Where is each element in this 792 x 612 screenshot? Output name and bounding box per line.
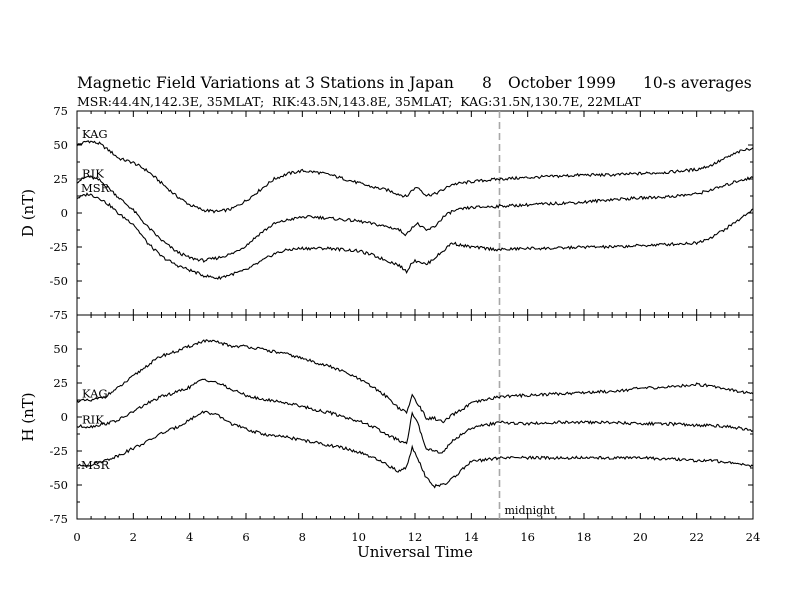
x-tick-label: 16 <box>520 530 535 544</box>
panel-frame-0 <box>76 110 754 316</box>
y-tick-label: 50 <box>53 138 68 152</box>
x-tick-label: 24 <box>746 530 761 544</box>
x-tick-label: 12 <box>408 530 423 544</box>
y-axis-label: H (nT) <box>19 392 37 441</box>
x-tick-label: 6 <box>242 530 249 544</box>
y-tick-label: 25 <box>53 376 68 390</box>
x-tick-label: 22 <box>689 530 704 544</box>
panel-frame-1 <box>76 314 754 520</box>
y-tick-label: -75 <box>49 308 68 322</box>
y-tick-label: -25 <box>49 240 68 254</box>
x-tick-label: 4 <box>186 530 193 544</box>
x-tick-label: 2 <box>130 530 137 544</box>
y-tick-label: 0 <box>61 410 68 424</box>
x-tick-label: 0 <box>73 530 80 544</box>
y-tick-label: 0 <box>61 206 68 220</box>
station-label-rik: RIK <box>82 167 104 181</box>
station-label-kag: KAG <box>82 387 108 401</box>
x-tick-label: 14 <box>464 530 479 544</box>
y-tick-label: -50 <box>49 478 68 492</box>
station-label-rik: RIK <box>82 413 104 427</box>
y-tick-label: -50 <box>49 274 68 288</box>
x-tick-label: 8 <box>299 530 306 544</box>
chart-title: Magnetic Field Variations at 3 Stations … <box>77 74 454 92</box>
chart-subtitle: MSR:44.4N,142.3E, 35MLAT; RIK:43.5N,143.… <box>77 94 641 109</box>
x-tick-label: 18 <box>577 530 592 544</box>
midnight-label: midnight <box>505 504 556 517</box>
chart-title-day: 8 <box>482 74 492 92</box>
chart-title-averaging: 10-s averages <box>643 74 752 92</box>
station-label-msr: MSR <box>81 458 110 472</box>
x-tick-label: 20 <box>633 530 648 544</box>
y-tick-label: 25 <box>53 172 68 186</box>
y-tick-label: 50 <box>53 342 68 356</box>
series-line-msr <box>76 410 754 489</box>
x-axis-label: Universal Time <box>357 543 473 561</box>
series-line-kag <box>76 140 754 214</box>
series-line-msr <box>76 192 754 281</box>
series-line-rik <box>76 175 754 263</box>
series-line-kag <box>76 339 754 424</box>
y-tick-label: -75 <box>49 512 68 526</box>
x-tick-label: 10 <box>351 530 366 544</box>
station-label-kag: KAG <box>82 127 108 141</box>
y-tick-label: 75 <box>53 104 68 118</box>
chart-title-month-year: October 1999 <box>508 74 616 92</box>
series-line-rik <box>76 378 754 454</box>
station-label-msr: MSR <box>81 181 110 195</box>
y-tick-label: -25 <box>49 444 68 458</box>
y-axis-label: D (nT) <box>19 189 37 237</box>
